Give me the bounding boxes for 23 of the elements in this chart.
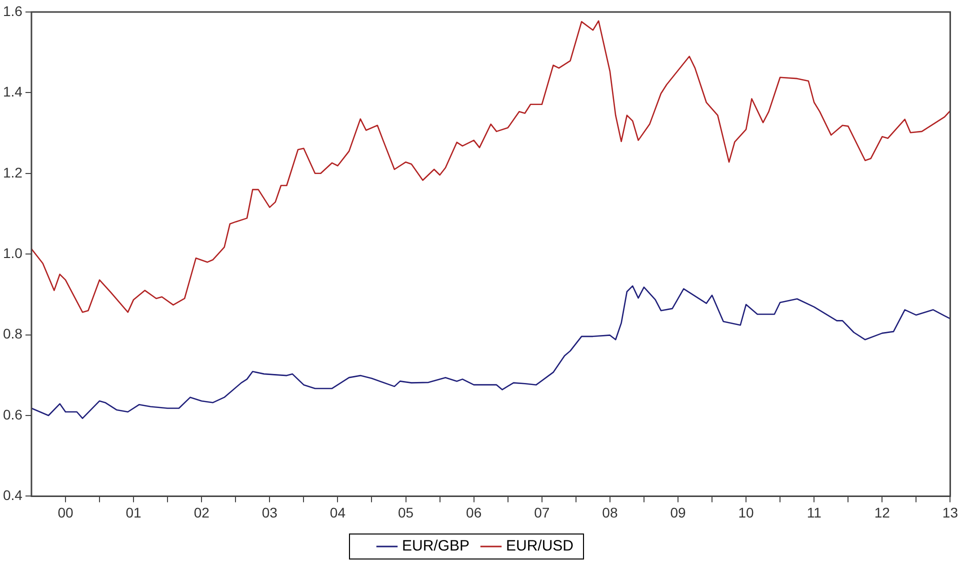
x-tick-label: 05 bbox=[398, 504, 414, 520]
x-tick-label: 10 bbox=[738, 504, 754, 520]
x-tick-label: 13 bbox=[942, 504, 958, 520]
y-tick-label: 1.0 bbox=[2, 244, 23, 261]
x-tick-label: 07 bbox=[534, 504, 550, 520]
x-tick-label: 04 bbox=[330, 504, 346, 520]
y-tick-label: 1.4 bbox=[2, 84, 23, 100]
y-tick-label: 0.6 bbox=[2, 406, 23, 422]
x-tick-label: 12 bbox=[874, 504, 890, 520]
y-tick-label: 0.8 bbox=[2, 326, 23, 342]
x-tick-label: 09 bbox=[670, 504, 686, 520]
legend-label: EUR/USD bbox=[506, 538, 574, 555]
y-tick-label: 1.6 bbox=[2, 2, 23, 19]
x-tick-label: 06 bbox=[466, 504, 482, 520]
y-tick-label: 0.4 bbox=[2, 487, 23, 504]
x-tick-label: 00 bbox=[58, 504, 74, 520]
y-tick-label: 1.2 bbox=[2, 164, 23, 180]
legend-label: EUR/GBP bbox=[402, 538, 470, 555]
x-tick-label: 08 bbox=[602, 504, 618, 520]
x-tick-label: 11 bbox=[806, 504, 822, 520]
x-tick-label: 03 bbox=[262, 504, 278, 520]
x-tick-label: 01 bbox=[126, 504, 142, 520]
x-tick-label: 02 bbox=[194, 504, 210, 520]
